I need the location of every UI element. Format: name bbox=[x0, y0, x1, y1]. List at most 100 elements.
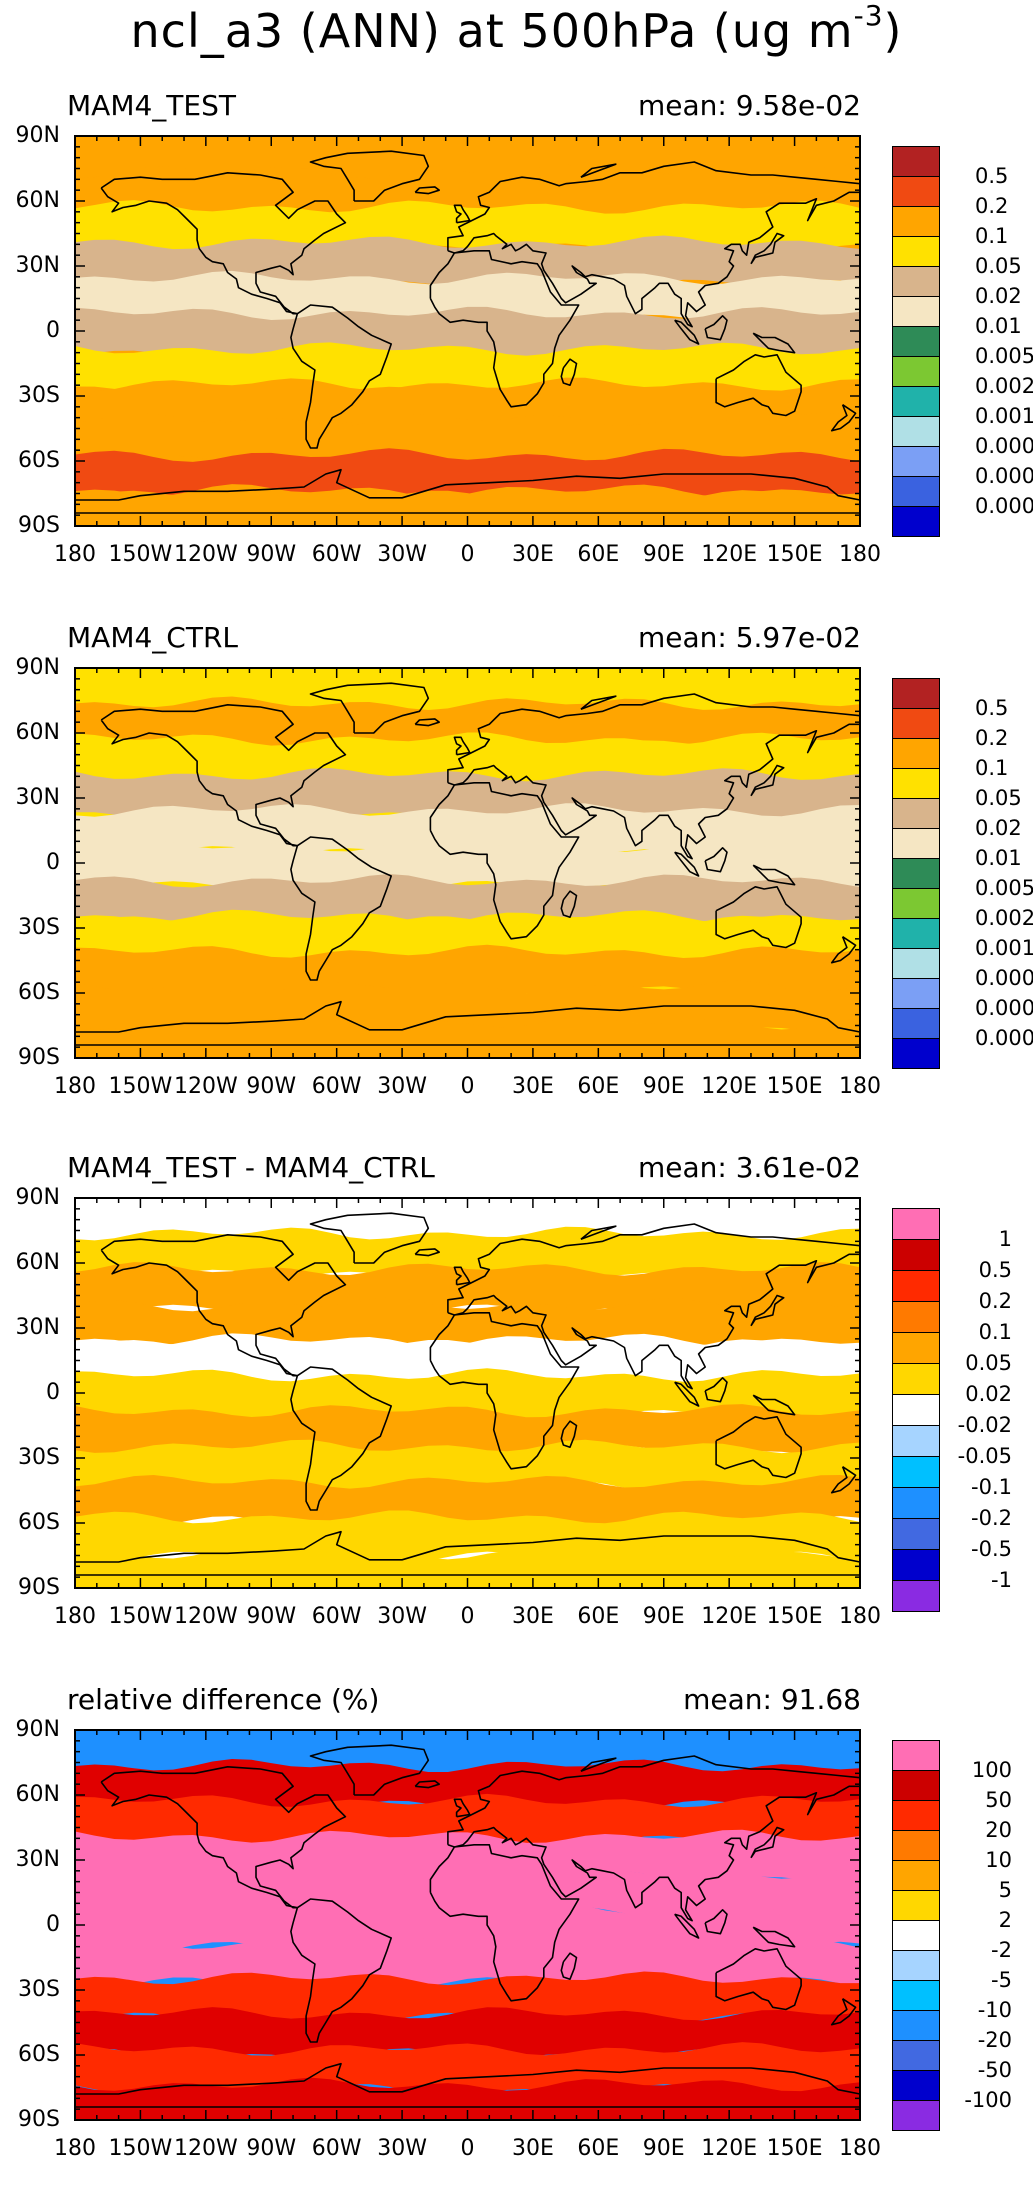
borneo-coastline bbox=[704, 315, 728, 341]
japan-coastline bbox=[750, 1826, 785, 1859]
iceland-coastline bbox=[414, 718, 441, 727]
contour-band bbox=[75, 1793, 860, 1849]
colorbar-label: 1 bbox=[998, 1227, 1012, 1251]
new-zealand-coastline bbox=[830, 1466, 857, 1494]
latitude-label: 60N bbox=[15, 720, 60, 745]
latitude-label: 60N bbox=[15, 188, 60, 213]
africa-coastline bbox=[429, 782, 580, 940]
latitude-label: 90S bbox=[18, 1045, 60, 1070]
novaya-zemlya-coastline bbox=[580, 1757, 617, 1772]
colorbar-label: -0.02 bbox=[957, 1413, 1012, 1437]
new-zealand-coastline bbox=[830, 936, 857, 964]
novaya-zemlya-coastline bbox=[580, 1225, 617, 1240]
novaya-zemlya-coastline bbox=[580, 163, 617, 178]
colorbar-label: 0.5 bbox=[975, 696, 1009, 720]
colorbar-swatch bbox=[892, 739, 940, 769]
colorbar-swatch bbox=[892, 2011, 940, 2041]
panel-title: MAM4_TEST bbox=[67, 89, 236, 122]
longitude-label: 120E bbox=[701, 1604, 758, 1629]
contour-band bbox=[75, 164, 860, 220]
colorbar-label: 0.0005 bbox=[975, 966, 1033, 990]
colorbar-swatch bbox=[892, 477, 940, 507]
colorbar-label: -2 bbox=[991, 1938, 1012, 1962]
colorbar bbox=[892, 146, 940, 537]
longitude-label: 120W bbox=[173, 2136, 238, 2161]
coastlines bbox=[74, 150, 861, 514]
contour-band bbox=[75, 270, 860, 327]
new-guinea-coastline bbox=[752, 1926, 796, 1948]
borneo-coastline bbox=[704, 1377, 728, 1403]
longitude-label: 60E bbox=[577, 1604, 620, 1629]
panel-title: MAM4_TEST - MAM4_CTRL bbox=[67, 1151, 435, 1184]
north-america-coastline bbox=[100, 1765, 347, 1909]
colorbar-label: 0.05 bbox=[965, 1351, 1012, 1375]
madagascar-coastline bbox=[560, 890, 578, 918]
colorbar-swatch bbox=[892, 1426, 940, 1457]
longitude-label: 30W bbox=[377, 1074, 427, 1099]
colorbar-swatch bbox=[892, 297, 940, 327]
map-area bbox=[74, 667, 861, 1059]
longitude-label: 60W bbox=[311, 1604, 362, 1629]
longitude-label: 90W bbox=[246, 542, 297, 567]
latitude-label: 30S bbox=[18, 1445, 60, 1470]
contour-band bbox=[75, 1759, 860, 1813]
longitude-label: 150E bbox=[766, 2136, 823, 2161]
panel-title: relative difference (%) bbox=[67, 1683, 380, 1716]
coastlines bbox=[74, 682, 861, 1046]
map-panel: MAM4_CTRL mean: 5.97e-02 90N 60N 30N 0 30S 60S 9… bbox=[0, 620, 1033, 1140]
latitude-label: 90N bbox=[15, 655, 60, 680]
panel-title: MAM4_CTRL bbox=[67, 621, 238, 654]
longitude-label: 30E bbox=[511, 2136, 554, 2161]
colorbar-swatch bbox=[892, 919, 940, 949]
latitude-label: 30S bbox=[18, 1977, 60, 2002]
colorbar-label: 0.01 bbox=[975, 846, 1022, 870]
colorbar-swatch bbox=[892, 2041, 940, 2071]
africa-coastline bbox=[429, 1312, 580, 1470]
australia-coastline bbox=[715, 354, 802, 417]
greenland-coastline bbox=[309, 150, 430, 202]
south-america-coastline bbox=[290, 304, 393, 449]
colorbar-label: 50 bbox=[985, 1788, 1012, 1812]
longitude-label: 90E bbox=[642, 1074, 685, 1099]
longitude-label: 180 bbox=[54, 2136, 96, 2161]
latitude-label: 0 bbox=[46, 850, 60, 875]
colorbar-swatch bbox=[892, 1801, 940, 1831]
north-america-coastline bbox=[100, 703, 347, 847]
colorbar-swatch bbox=[892, 1240, 940, 1271]
sumatra-coastline bbox=[674, 319, 700, 345]
colorbar-label: 0.5 bbox=[978, 1258, 1012, 1282]
contour-band bbox=[75, 732, 860, 788]
longitude-label: 120W bbox=[173, 1074, 238, 1099]
latitude-label: 90N bbox=[15, 1185, 60, 1210]
borneo-coastline bbox=[704, 1909, 728, 1935]
colorbar bbox=[892, 1208, 940, 1612]
new-guinea-coastline bbox=[752, 864, 796, 886]
panel-mean: mean: 5.97e-02 bbox=[637, 621, 861, 654]
greenland-coastline bbox=[309, 1744, 430, 1796]
colorbar-swatch bbox=[892, 1891, 940, 1921]
axis-ticks bbox=[74, 1729, 861, 2121]
longitude-label: 90E bbox=[642, 542, 685, 567]
longitude-label: 150E bbox=[766, 1604, 823, 1629]
latitude-label: 60S bbox=[18, 448, 60, 473]
longitude-label: 0 bbox=[460, 1604, 475, 1629]
colorbar-label: 0.01 bbox=[975, 314, 1022, 338]
longitude-label: 150W bbox=[108, 2136, 173, 2161]
colorbar-label: -100 bbox=[964, 2088, 1012, 2112]
colorbar-swatch bbox=[892, 2071, 940, 2101]
longitude-label: 30W bbox=[377, 542, 427, 567]
axis-ticks bbox=[74, 135, 861, 527]
latitude-label: 30N bbox=[15, 785, 60, 810]
colorbar-label: 0.2 bbox=[975, 726, 1009, 750]
colorbar-swatch bbox=[892, 357, 940, 387]
latitude-label: 30N bbox=[15, 253, 60, 278]
colorbar-label: 2 bbox=[998, 1908, 1012, 1932]
colorbar-label: 0.005 bbox=[975, 876, 1033, 900]
longitude-label: 90W bbox=[246, 2136, 297, 2161]
colorbar-label: 0.005 bbox=[975, 344, 1033, 368]
colorbar-label: 0.0002 bbox=[975, 464, 1033, 488]
longitude-label: 30E bbox=[511, 542, 554, 567]
longitude-label: 90W bbox=[246, 1074, 297, 1099]
novaya-zemlya-coastline bbox=[580, 695, 617, 710]
panel-mean: mean: 9.58e-02 bbox=[637, 89, 861, 122]
